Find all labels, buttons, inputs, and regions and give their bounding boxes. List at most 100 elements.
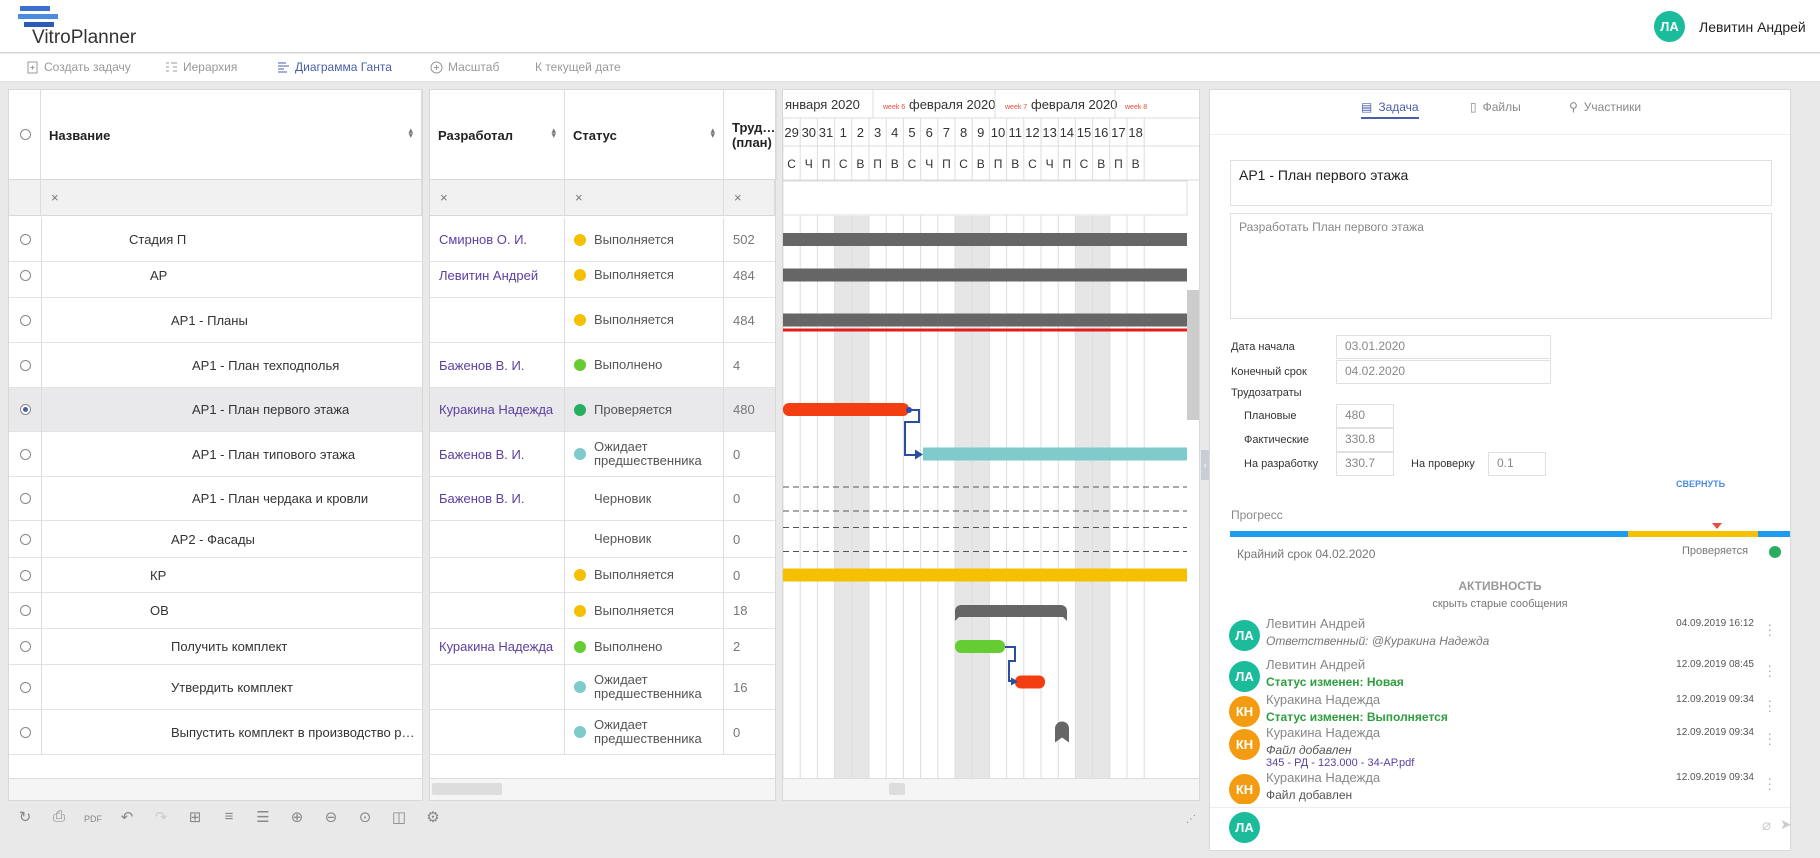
scroll-thumb[interactable] xyxy=(889,783,905,795)
status-cell[interactable]: Ожидает предшественника xyxy=(574,665,720,709)
status-cell[interactable]: Ожидает предшественника xyxy=(574,432,720,476)
user-avatar[interactable]: ЛА xyxy=(1654,11,1685,42)
start-date-input[interactable]: 03.01.2020 xyxy=(1336,335,1551,359)
collapse-panel-handle[interactable]: › xyxy=(1201,450,1209,480)
table-row[interactable]: ОВ xyxy=(9,593,422,629)
more-options-icon[interactable]: · · · xyxy=(1767,692,1772,718)
task-name[interactable]: ОВ xyxy=(150,603,169,618)
table-row[interactable]: АР1 - План первого этажа xyxy=(9,388,422,432)
table-row[interactable]: Утвердить комплект xyxy=(9,665,422,710)
table-row[interactable]: Выполняется 484 xyxy=(430,298,775,343)
attach-icon[interactable]: ⌀ xyxy=(1762,817,1772,834)
table-row[interactable]: Выполняется 0 xyxy=(430,558,775,593)
labor-filter[interactable]: × xyxy=(724,180,775,216)
table-row[interactable]: Баженов В. И. Ожидает предшественника 0 xyxy=(430,432,775,477)
resize-grip-icon[interactable]: ⋰ xyxy=(1186,814,1196,825)
status-cell[interactable]: Выполнено xyxy=(574,343,720,387)
add-row-icon[interactable]: ⊞ xyxy=(188,809,202,826)
select-all-radio[interactable] xyxy=(20,129,31,140)
sort-icon[interactable]: ▴ ▾ xyxy=(408,125,413,140)
more-options-icon[interactable]: · · · xyxy=(1767,725,1772,751)
task-name[interactable]: АР1 - План техподполья xyxy=(192,357,340,373)
developer-name[interactable] xyxy=(439,521,563,557)
task-description-input[interactable]: Разработать План первого этажа xyxy=(1230,213,1772,319)
developer-filter[interactable]: × xyxy=(430,180,565,216)
zoom-out-icon[interactable]: ⊖ xyxy=(324,809,338,826)
gantt-button[interactable]: Диаграмма Ганта xyxy=(277,60,392,74)
horizontal-scrollbar[interactable] xyxy=(9,778,422,800)
task-name[interactable]: АР1 - План чердака и кровли xyxy=(192,491,369,506)
columns-icon[interactable]: ◫ xyxy=(391,809,407,826)
developer-name[interactable]: Баженов В. И. xyxy=(439,446,525,462)
tab-task[interactable]: ▤ Задача xyxy=(1361,100,1419,119)
print-icon[interactable]: ⎙ xyxy=(52,808,65,825)
clear-filter-icon[interactable]: × xyxy=(440,190,448,205)
table-row[interactable]: Смирнов О. И. Выполняется 502 xyxy=(430,218,775,262)
clear-filter-icon[interactable]: × xyxy=(734,190,742,205)
row-select-radio[interactable] xyxy=(20,269,31,281)
table-row[interactable]: Выполняется 18 xyxy=(430,593,775,629)
vertical-scroll-thumb[interactable] xyxy=(1187,290,1199,420)
more-options-icon[interactable]: · · · xyxy=(1767,616,1772,642)
zoom-in-icon[interactable]: ⊕ xyxy=(290,809,304,826)
send-icon[interactable]: ➤ xyxy=(1780,816,1792,832)
task-name[interactable]: Утвердить комплект xyxy=(171,679,293,695)
developer-name[interactable]: Куракина Надежда xyxy=(439,402,554,417)
row-select-radio[interactable] xyxy=(20,569,31,581)
hide-old-messages-link[interactable]: скрыть старые сообщения xyxy=(1432,598,1568,610)
settings-icon[interactable]: ⚙ xyxy=(426,809,440,826)
table-row[interactable]: Выпустить комплект в производство р… xyxy=(9,710,422,755)
table-row[interactable]: АР1 - План техподполья xyxy=(9,343,422,388)
task-name[interactable]: Выпустить комплект в производство р… xyxy=(171,724,415,740)
row-select-radio[interactable] xyxy=(20,605,31,616)
create-task-button[interactable]: Создать задачу xyxy=(26,60,131,74)
developer-name[interactable]: Левитин Андрей xyxy=(439,267,539,283)
actual-input[interactable]: 330.8 xyxy=(1336,428,1394,452)
hierarchy-button[interactable]: Иерархия xyxy=(165,60,237,74)
column-header-labor[interactable]: Труд… (план) xyxy=(724,90,777,180)
table-row[interactable]: АР1 - План типового этажа xyxy=(9,432,422,477)
row-select-radio[interactable] xyxy=(20,234,31,245)
message-input[interactable] xyxy=(1270,814,1720,842)
developer-name[interactable] xyxy=(439,593,563,628)
task-name[interactable]: АР xyxy=(150,267,168,283)
clear-filter-icon[interactable]: × xyxy=(51,190,59,205)
developer-name[interactable] xyxy=(439,298,563,342)
name-filter[interactable]: × xyxy=(41,180,422,216)
tab-members[interactable]: ⚲ Участники xyxy=(1569,100,1641,114)
more-options-icon[interactable]: · · · xyxy=(1767,770,1772,796)
scroll-thumb[interactable] xyxy=(432,783,502,795)
status-cell[interactable]: Черновик xyxy=(574,477,720,520)
status-cell[interactable]: Проверяется xyxy=(574,388,720,431)
redo-icon[interactable]: ↷ xyxy=(154,809,168,826)
table-row[interactable]: Стадия П xyxy=(9,218,422,262)
column-header-status[interactable]: Статус ▴ ▾ xyxy=(565,90,724,180)
row-select-radio[interactable] xyxy=(20,359,31,371)
tab-files[interactable]: ▯ Файлы xyxy=(1470,100,1521,114)
undo-icon[interactable]: ↶ xyxy=(120,809,134,826)
table-row[interactable]: АР xyxy=(9,253,422,298)
outdent-icon[interactable]: ≡ xyxy=(224,808,234,825)
table-row[interactable]: Получить комплект xyxy=(9,629,422,665)
task-name[interactable]: АР2 - Фасады xyxy=(171,531,255,547)
row-select-radio[interactable] xyxy=(20,681,31,693)
column-header-developer[interactable]: Разработал ▴ ▾ xyxy=(430,90,565,180)
status-cell[interactable]: Выполняется xyxy=(574,558,720,592)
task-name[interactable]: АР1 - Планы xyxy=(171,312,248,328)
row-select-radio[interactable] xyxy=(20,314,31,326)
row-select-radio[interactable] xyxy=(20,641,31,652)
status-cell[interactable]: Выполняется xyxy=(574,253,720,297)
status-cell[interactable]: Ожидает предшественника xyxy=(574,710,720,754)
task-name[interactable]: АР1 - План типового этажа xyxy=(192,446,356,462)
row-select-radio[interactable] xyxy=(20,448,31,460)
scale-button[interactable]: Масштаб xyxy=(430,60,499,74)
more-options-icon[interactable]: · · · xyxy=(1767,657,1772,683)
gantt-scrollbar[interactable] xyxy=(783,778,1199,800)
gantt-chart[interactable]: января 2020 week 6 февраля 2020 week 7 февра… xyxy=(783,90,1200,780)
horizontal-scrollbar[interactable] xyxy=(430,778,775,800)
clear-filter-icon[interactable]: × xyxy=(575,190,583,205)
column-header-name[interactable]: Название ▴ ▾ xyxy=(41,90,422,180)
task-name[interactable]: КР xyxy=(150,567,167,583)
developer-name[interactable]: Куракина Надежда xyxy=(439,639,554,654)
collapse-link[interactable]: СВЕРНУТЬ xyxy=(1676,479,1726,489)
